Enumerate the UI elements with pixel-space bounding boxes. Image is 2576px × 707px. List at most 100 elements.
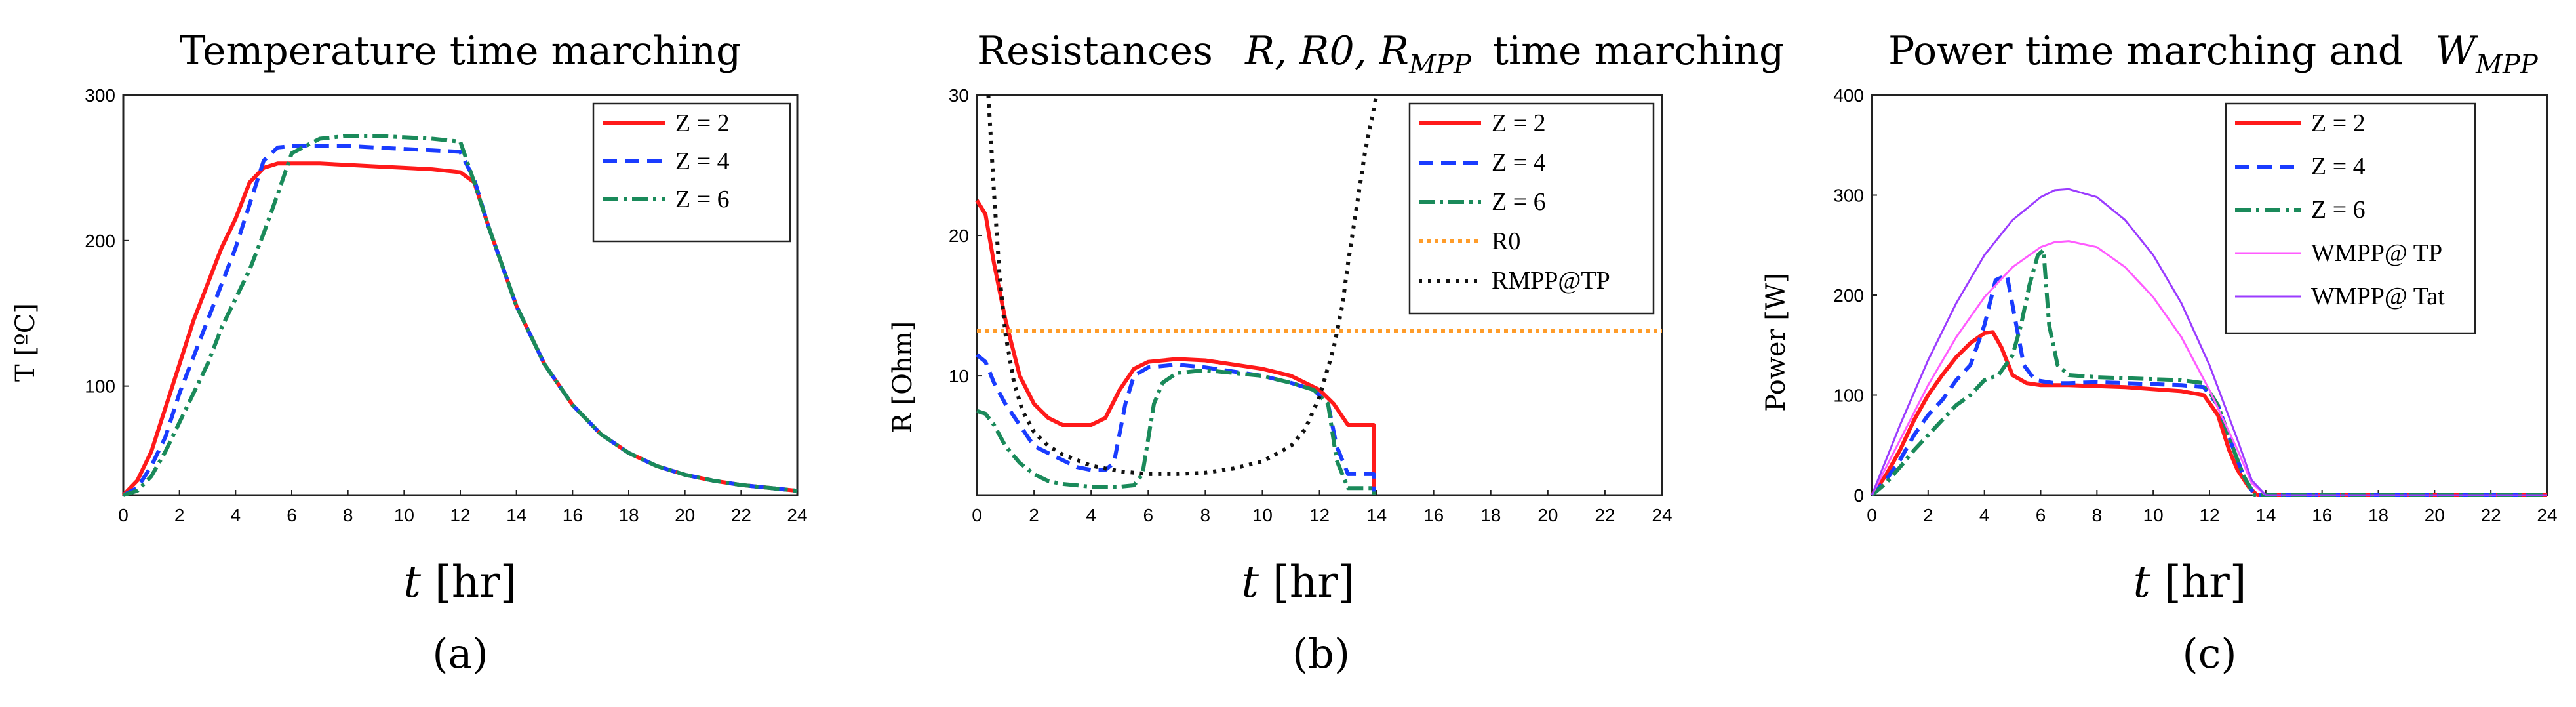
y-tick-label: 200: [85, 231, 115, 251]
x-tick-label: 18: [618, 505, 639, 525]
y-tick-label: 30: [949, 85, 969, 106]
panel-b-title-sub: MPP: [1408, 50, 1472, 80]
panel-b-lines: [975, 94, 1662, 495]
panel-c-title-prefix: Power time marching and: [1888, 28, 2403, 74]
x-tick-label: 4: [1979, 505, 1990, 525]
legend-label: Z = 4: [1492, 149, 1546, 176]
panel-c-legend-box: [2225, 102, 2476, 334]
panel-c-xlabel: t [hr]: [2133, 557, 2246, 607]
panel-b-title: Resistances R, R0, RMPP time marching: [977, 28, 1784, 83]
panel-a-legend-items: Z = 2 Z = 4 Z = 6: [603, 110, 730, 213]
x-tick-label: 6: [287, 505, 297, 525]
series-line-wmpp-tp: [1871, 240, 2547, 496]
legend-label: Z = 6: [675, 186, 730, 213]
x-tick-label: 22: [731, 505, 751, 525]
series-line-z-6: [976, 368, 1376, 495]
x-tick-label: 12: [1309, 505, 1330, 525]
x-tick-label: 0: [1867, 505, 1877, 525]
x-tick-label: 20: [2425, 505, 2445, 525]
panel-c-xlabel-unit: [hr]: [2150, 557, 2247, 607]
x-tick-label: 8: [343, 505, 353, 525]
y-tick-label: 10: [949, 366, 969, 386]
x-tick-label: 22: [1595, 505, 1615, 525]
legend-label: WMPP@ Tat: [2311, 283, 2445, 310]
x-tick-label: 14: [1366, 505, 1387, 525]
panel-b-title-suffix: time marching: [1493, 28, 1785, 74]
panel-c-power: Power time marching and WMPP Power [W] t…: [1761, 28, 2558, 677]
x-tick-label: 24: [1652, 505, 1672, 525]
panel-a-xlabel-unit: [hr]: [421, 557, 517, 607]
panel-a-temperature: Temperature time marching T [ºC] t [hr] …: [10, 28, 808, 677]
legend-label: R0: [1492, 228, 1520, 255]
x-tick-label: 20: [675, 505, 695, 525]
x-tick-label: 8: [1200, 505, 1211, 525]
panel-c-legend-items: Z = 2 Z = 4 Z = 6 WMPP@ TP WMPP@ Tat: [2235, 110, 2445, 310]
legend-label: Z = 6: [1492, 188, 1546, 216]
series-line-z-6: [123, 134, 798, 497]
series-line-rmpp-tp: [986, 94, 1379, 476]
y-tick-label: 300: [1833, 186, 1864, 206]
panel-c-ylabel: Power [W]: [1761, 273, 1791, 411]
panel-b-xlabel-var: t: [1241, 557, 1259, 607]
x-tick-label: 24: [787, 505, 807, 525]
panel-b-resistances: Resistances R, R0, RMPP time marching R …: [888, 28, 1784, 677]
panel-a-legend: Z = 2 Z = 4 Z = 6: [592, 102, 791, 243]
x-tick-label: 4: [1086, 505, 1096, 525]
x-tick-label: 10: [394, 505, 414, 525]
x-tick-label: 16: [1423, 505, 1444, 525]
panel-a-ylabel: T [ºC]: [10, 303, 41, 382]
x-tick-label: 14: [2255, 505, 2276, 525]
y-tick-label: 20: [949, 226, 969, 246]
x-tick-label: 2: [1029, 505, 1039, 525]
x-tick-label: 16: [563, 505, 583, 525]
series-line-z-6: [1871, 248, 2547, 497]
panel-c-caption: (c): [2182, 630, 2236, 677]
x-tick-label: 24: [2537, 505, 2557, 525]
y-tick-label: 300: [85, 85, 115, 106]
y-tick-label: 100: [85, 376, 115, 397]
x-tick-label: 4: [231, 505, 241, 525]
legend-label: Z = 4: [675, 148, 730, 175]
x-tick-label: 0: [972, 505, 982, 525]
panel-b-xlabel: t [hr]: [1241, 557, 1355, 607]
legend-label: Z = 4: [2311, 153, 2366, 180]
panel-a-caption: (a): [432, 630, 488, 677]
panel-c-lines: [1870, 188, 2547, 497]
x-tick-label: 22: [2481, 505, 2501, 525]
x-tick-label: 18: [1480, 505, 1501, 525]
legend-label: Z = 2: [2311, 110, 2366, 137]
x-tick-label: 2: [1923, 505, 1933, 525]
x-tick-label: 14: [506, 505, 526, 525]
panel-c-title-math: W: [2435, 28, 2478, 74]
x-tick-label: 20: [1537, 505, 1558, 525]
panel-c-title-sub: MPP: [2475, 50, 2539, 80]
x-tick-label: 0: [118, 505, 129, 525]
panel-b-caption: (b): [1292, 630, 1350, 677]
y-tick-label: 200: [1833, 285, 1864, 306]
panel-c-xlabel-var: t: [2133, 557, 2150, 607]
panel-b-ylabel: R [Ohm]: [888, 321, 918, 434]
y-tick-label: 100: [1833, 386, 1864, 406]
panel-c-legend: Z = 2 Z = 4 Z = 6 WMPP@ TP WMPP@ Tat: [2225, 102, 2476, 334]
panel-b-title-math: R, R0, R: [1244, 28, 1409, 74]
series-line-z-2: [975, 199, 1376, 495]
panel-b-xlabel-unit: [hr]: [1259, 557, 1355, 607]
legend-label: WMPP@ TP: [2311, 239, 2442, 267]
panel-b-legend: Z = 2 Z = 4 Z = 6 R0 RMPP@TP: [1408, 102, 1655, 315]
x-tick-label: 8: [2092, 505, 2103, 525]
panel-a-xlabel-var: t: [403, 557, 421, 607]
legend-label: Z = 6: [2311, 196, 2366, 224]
x-tick-label: 10: [1252, 505, 1273, 525]
series-line-wmpp-tat: [1871, 188, 2547, 496]
panel-b-legend-items: Z = 2 Z = 4 Z = 6 R0 RMPP@TP: [1419, 110, 1610, 294]
legend-label: Z = 2: [1492, 110, 1546, 137]
x-tick-label: 16: [2312, 505, 2332, 525]
y-tick-label: 400: [1833, 85, 1864, 106]
x-tick-label: 6: [1143, 505, 1153, 525]
panel-b-title-prefix: Resistances: [977, 28, 1213, 74]
x-tick-label: 12: [450, 505, 470, 525]
